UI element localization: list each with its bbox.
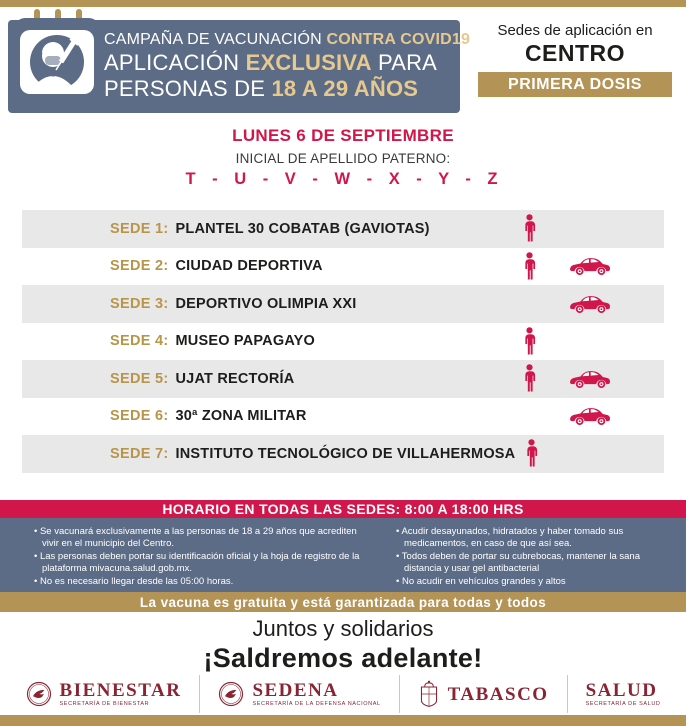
notes-band: Se vacunará exclusivamente a las persona…: [0, 518, 686, 592]
logo-wordmark: TABASCO: [447, 683, 549, 705]
sites-intro-text: Sedes de aplicación en: [497, 22, 653, 39]
application-sites-header: Sedes de aplicación en CENTRO PRIMERA DO…: [470, 20, 680, 97]
notes-right: Acudir desayunados, hidratados y haber t…: [396, 526, 666, 592]
initials-label: INICIAL DE APELLIDO PATERNO:: [235, 151, 451, 166]
logo-text: SALUD SECRETARÍA DE SALUD: [586, 681, 661, 708]
initials-letters: T - U - V - W - X - Y - Z: [185, 170, 501, 188]
title-line1-accent: CONTRA COVID19: [326, 31, 471, 48]
sede-label: SEDE 2:: [110, 258, 169, 275]
campaign-title: CAMPAÑA DE VACUNACIÓN CONTRA COVID19 APL…: [104, 30, 470, 103]
logo-subtitle: SECRETARÍA DE LA DEFENSA NACIONAL: [252, 700, 381, 707]
slogan-line-2: ¡Saldremos adelante!: [203, 643, 483, 673]
eagle-seal-icon: [218, 681, 244, 707]
sede-label: SEDE 3:: [110, 295, 169, 312]
bottom-gold-bar: [0, 715, 686, 726]
sede-row: SEDE 6: 30ª ZONA MILITAR: [22, 397, 664, 435]
eagle-seal-icon: [26, 681, 52, 707]
pedestrian-icon: [512, 364, 546, 393]
campaign-title-box: CAMPAÑA DE VACUNACIÓN CONTRA COVID19 APL…: [8, 9, 470, 113]
sede-row: SEDE 3: DEPORTIVO OLIMPIA XXI: [22, 285, 664, 323]
slogan-line-1: Juntos y solidarios: [252, 616, 434, 641]
title-line1-text: CAMPAÑA DE VACUNACIÓN: [104, 31, 327, 48]
sede-name: CIUDAD DEPORTIVA: [175, 258, 323, 275]
sede-label: SEDE 6:: [110, 408, 169, 425]
logo-wordmark: SEDENA: [252, 679, 339, 701]
institution-logo: SALUD SECRETARÍA DE SALUD: [566, 675, 679, 713]
first-dose-badge: PRIMERA DOSIS: [478, 72, 672, 97]
hours-banner: HORARIO EN TODAS LAS SEDES: 8:00 A 18:00…: [0, 500, 686, 518]
title-line2-post: PARA: [371, 49, 438, 75]
logo-subtitle: SECRETARÍA DE SALUD: [585, 700, 661, 707]
sede-label: SEDE 5:: [110, 370, 169, 387]
title-line-2: APLICACIÓN EXCLUSIVA PARA: [104, 50, 452, 77]
institution-logo: TABASCO: [398, 675, 567, 713]
logo-text: BIENESTAR SECRETARÍA DE BIENESTAR: [60, 681, 182, 708]
sede-name: PLANTEL 30 COBATAB (GAVIOTAS): [175, 220, 430, 237]
car-icon: [562, 293, 618, 315]
sede-name: MUSEO PAPAGAYO: [175, 333, 316, 350]
title-line3-text: PERSONAS DE: [104, 76, 272, 102]
title-line2-accent: EXCLUSIVA: [245, 49, 372, 75]
logo-text: TABASCO: [448, 685, 549, 704]
institution-logo: BIENESTAR SECRETARÍA DE BIENESTAR: [8, 675, 200, 713]
title-line-1: CAMPAÑA DE VACUNACIÓN CONTRA COVID19: [104, 30, 470, 50]
logo-wordmark: BIENESTAR: [59, 679, 182, 701]
notes-left: Se vacunará exclusivamente a las persona…: [34, 526, 374, 592]
title-line-3: PERSONAS DE 18 A 29 AÑOS: [104, 76, 452, 103]
sede-row: SEDE 1: PLANTEL 30 COBATAB (GAVIOTAS): [22, 210, 664, 248]
sede-label: SEDE 1:: [110, 220, 169, 237]
note-item: Todos deben de portar su cubrebocas, man…: [396, 551, 666, 574]
sede-row: SEDE 7: INSTITUTO TECNOLÓGICO DE VILLAHE…: [22, 435, 664, 473]
sede-name: DEPORTIVO OLIMPIA XXI: [175, 295, 357, 312]
car-icon: [562, 368, 618, 390]
sede-label: SEDE 7:: [110, 445, 169, 462]
note-item: Acudir desayunados, hidratados y haber t…: [396, 526, 666, 549]
free-vaccine-banner: La vacuna es gratuita y está garantizada…: [0, 592, 686, 612]
note-item: Se vacunará exclusivamente a las persona…: [34, 526, 374, 549]
sede-name: UJAT RECTORÍA: [175, 370, 295, 387]
sede-row: SEDE 5: UJAT RECTORÍA: [22, 360, 664, 398]
sede-label: SEDE 4:: [110, 333, 169, 350]
title-line3-accent: 18 A 29 AÑOS: [271, 76, 419, 102]
title-line2-text: APLICACIÓN: [104, 49, 246, 75]
sede-list: SEDE 1: PLANTEL 30 COBATAB (GAVIOTAS): [22, 210, 664, 473]
note-item: No es necesario llegar desde las 05:00 h…: [34, 576, 374, 588]
sede-name: 30ª ZONA MILITAR: [175, 408, 307, 425]
pedestrian-icon: [512, 326, 546, 356]
sede-row: SEDE 4: MUSEO PAPAGAYO: [22, 322, 664, 360]
logo-subtitle: SECRETARÍA DE BIENESTAR: [59, 700, 150, 707]
nurse-vaccine-calendar-icon: [12, 9, 100, 111]
logo-text: SEDENA SECRETARÍA DE LA DEFENSA NACIONAL: [252, 681, 380, 708]
slogan: Juntos y solidarios ¡Saldremos adelante!: [0, 616, 686, 674]
car-icon: [562, 255, 618, 277]
tabasco-crest-icon: [418, 680, 440, 708]
note-item: No acudir en vehículos grandes y altos: [396, 576, 666, 588]
logo-wordmark: SALUD: [585, 679, 658, 701]
pedestrian-icon: [515, 439, 548, 468]
institution-logo: SEDENA SECRETARÍA DE LA DEFENSA NACIONAL: [199, 675, 398, 713]
pedestrian-icon: [512, 214, 546, 243]
campaign-date: LUNES 6 DE SEPTIEMBRE: [232, 126, 454, 145]
date-block: LUNES 6 DE SEPTIEMBRE INICIAL DE APELLID…: [0, 126, 686, 189]
header: CAMPAÑA DE VACUNACIÓN CONTRA COVID19 APL…: [0, 7, 686, 122]
sede-name: INSTITUTO TECNOLÓGICO DE VILLAHERMOSA: [175, 445, 516, 462]
car-icon: [562, 405, 618, 427]
sede-row: SEDE 2: CIUDAD DEPORTIVA: [22, 247, 664, 285]
top-gold-bar: [0, 0, 686, 7]
footer-logos: BIENESTAR SECRETARÍA DE BIENESTAR SEDENA…: [0, 674, 686, 714]
note-item: Las personas deben portar su identificac…: [34, 551, 374, 574]
pedestrian-icon: [512, 251, 546, 281]
municipality-name: CENTRO: [524, 40, 626, 66]
